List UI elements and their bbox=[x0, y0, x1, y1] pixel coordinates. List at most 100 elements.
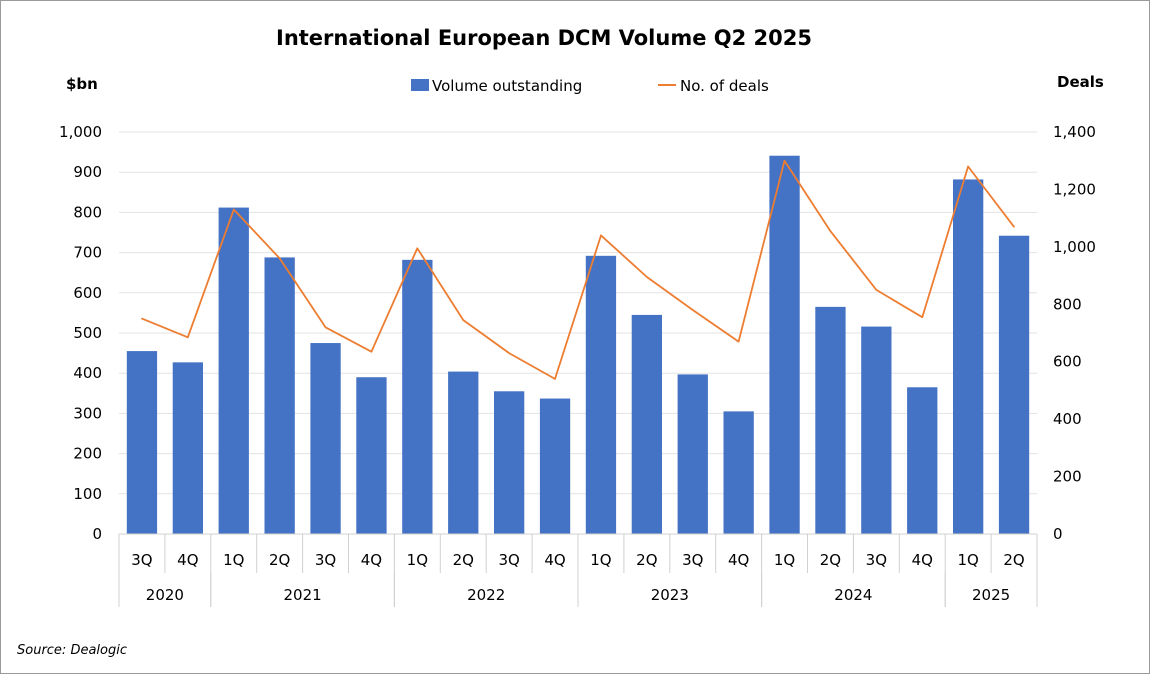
volume-bar bbox=[953, 179, 984, 534]
deals-point bbox=[1013, 225, 1015, 228]
year-label: 2020 bbox=[146, 586, 184, 604]
quarter-label: 1Q bbox=[407, 551, 428, 569]
deals-point bbox=[691, 309, 694, 311]
quarter-label: 2Q bbox=[1003, 551, 1024, 569]
deals-line bbox=[141, 159, 1015, 380]
quarter-label: 1Q bbox=[774, 551, 795, 569]
deals-point bbox=[278, 257, 281, 260]
deals-point bbox=[554, 378, 556, 380]
left-tick-label: 700 bbox=[73, 244, 102, 262]
volume-bar bbox=[861, 326, 892, 534]
volume-bar bbox=[310, 343, 341, 534]
quarter-label: 3Q bbox=[682, 551, 703, 569]
deals-point bbox=[462, 319, 465, 321]
deals-point bbox=[416, 247, 419, 250]
deals-point bbox=[783, 159, 786, 162]
volume-bar bbox=[264, 257, 295, 534]
legend: Volume outstanding No. of deals bbox=[411, 77, 769, 95]
deals-point bbox=[232, 208, 235, 211]
left-tick-label: 800 bbox=[73, 203, 102, 221]
year-label: 2023 bbox=[651, 586, 689, 604]
volume-bar bbox=[172, 362, 203, 534]
deals-line-series bbox=[141, 159, 1015, 380]
quarter-label: 2Q bbox=[820, 551, 841, 569]
quarter-label: 4Q bbox=[544, 551, 565, 569]
quarter-label: 4Q bbox=[912, 551, 933, 569]
left-tick-label: 900 bbox=[73, 163, 102, 181]
source-note: Source: Dealogic bbox=[17, 643, 127, 658]
year-label: 2024 bbox=[834, 586, 872, 604]
deals-point bbox=[324, 326, 327, 329]
deals-point bbox=[141, 317, 143, 320]
quarter-label: 3Q bbox=[131, 551, 152, 569]
volume-bar bbox=[907, 387, 938, 534]
left-axis-ticks: 0 100 200 300 400 500 600 700 800 900 1,000 bbox=[59, 123, 102, 543]
quarter-label: 4Q bbox=[177, 551, 198, 569]
volume-bar bbox=[356, 377, 387, 534]
legend-label-deals: No. of deals bbox=[680, 77, 769, 95]
left-tick-label: 300 bbox=[73, 404, 102, 422]
right-tick-label: 200 bbox=[1053, 468, 1082, 486]
quarter-label: 2Q bbox=[636, 551, 657, 569]
quarter-label: 1Q bbox=[957, 551, 978, 569]
deals-point bbox=[737, 340, 740, 343]
quarter-label: 3Q bbox=[866, 551, 887, 569]
category-axis: 3Q 4Q 1Q 2Q 3Q 4Q 1Q 2Q 3Q 4Q 1Q 2Q 3Q 4Q 1Q 2Q 3Q 4Q 1Q 2Q… bbox=[118, 533, 1038, 607]
volume-bar bbox=[677, 374, 708, 534]
quarter-label: 3Q bbox=[315, 551, 336, 569]
deals-point bbox=[187, 336, 189, 339]
volume-bar bbox=[218, 207, 249, 535]
quarter-label: 1Q bbox=[223, 551, 244, 569]
quarter-label: 4Q bbox=[361, 551, 382, 569]
volume-bar bbox=[402, 259, 433, 534]
right-tick-label: 400 bbox=[1053, 410, 1082, 428]
quarter-label: 2Q bbox=[269, 551, 290, 569]
volume-bar bbox=[126, 351, 158, 534]
deals-point bbox=[508, 352, 510, 354]
volume-bars bbox=[126, 155, 1030, 535]
right-axis-ticks: 0 200 400 600 800 1,000 1,200 1,400 bbox=[1053, 123, 1096, 543]
deals-point bbox=[967, 165, 969, 168]
left-tick-label: 400 bbox=[73, 364, 102, 382]
year-label: 2021 bbox=[284, 586, 322, 604]
volume-bar bbox=[539, 398, 571, 534]
deals-point bbox=[600, 234, 602, 237]
left-tick-label: 200 bbox=[73, 445, 102, 463]
volume-bar bbox=[815, 306, 846, 534]
volume-bar bbox=[631, 314, 662, 534]
deals-point bbox=[875, 289, 878, 291]
volume-bar bbox=[723, 411, 754, 534]
legend-swatch-volume bbox=[411, 79, 429, 91]
chart-title: International European DCM Volume Q2 202… bbox=[276, 26, 812, 50]
year-label: 2022 bbox=[467, 586, 505, 604]
right-tick-label: 1,200 bbox=[1053, 180, 1096, 198]
volume-bar bbox=[585, 255, 617, 535]
right-tick-label: 0 bbox=[1053, 525, 1063, 543]
left-tick-label: 0 bbox=[92, 525, 102, 543]
left-tick-label: 500 bbox=[73, 324, 102, 342]
deals-point bbox=[646, 276, 648, 278]
volume-bar bbox=[998, 235, 1030, 534]
deals-point bbox=[921, 316, 924, 319]
volume-bar bbox=[448, 371, 479, 534]
quarter-label: 1Q bbox=[590, 551, 611, 569]
left-tick-label: 600 bbox=[73, 284, 102, 302]
right-tick-label: 1,000 bbox=[1053, 238, 1096, 256]
right-tick-label: 1,400 bbox=[1053, 123, 1096, 141]
left-tick-label: 1,000 bbox=[59, 123, 102, 141]
year-label: 2025 bbox=[972, 586, 1010, 604]
deals-point bbox=[370, 350, 373, 353]
right-axis-label: Deals bbox=[1057, 73, 1104, 91]
left-tick-label: 100 bbox=[73, 485, 102, 503]
volume-bar bbox=[494, 391, 525, 534]
right-tick-label: 600 bbox=[1053, 353, 1082, 371]
quarter-label: 4Q bbox=[728, 551, 749, 569]
right-tick-label: 800 bbox=[1053, 295, 1082, 313]
legend-label-volume: Volume outstanding bbox=[432, 77, 582, 95]
quarter-label: 3Q bbox=[498, 551, 519, 569]
left-axis-label: $bn bbox=[66, 75, 98, 93]
volume-bar bbox=[769, 155, 800, 534]
gridlines bbox=[119, 131, 1037, 495]
